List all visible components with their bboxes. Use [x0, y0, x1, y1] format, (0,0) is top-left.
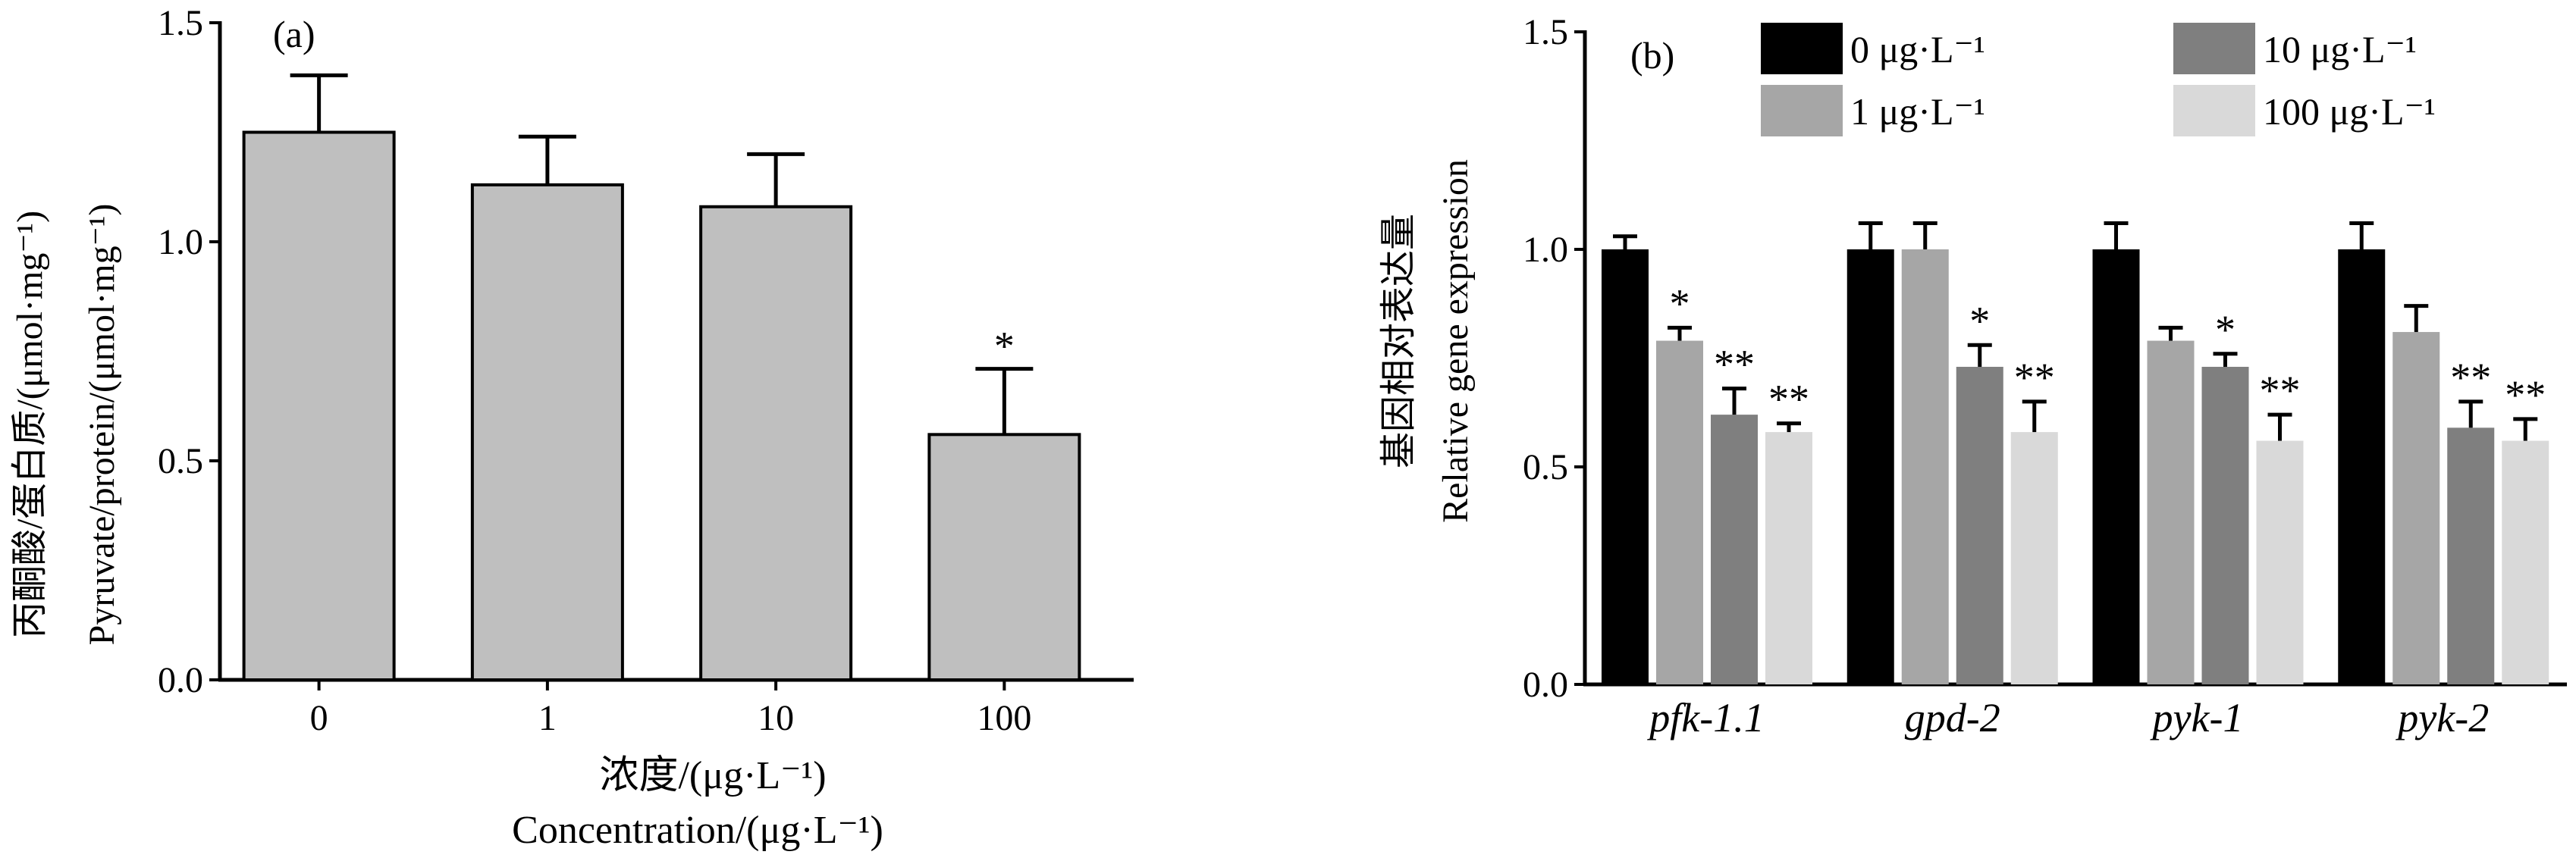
legend-label: 1 μg·L⁻¹	[1850, 90, 1985, 133]
panel-a-bar	[470, 183, 624, 682]
panel-b-y-tick-label: 1.5	[1523, 12, 1568, 52]
panel-b-x-tick-label: pyk-2	[2395, 695, 2489, 740]
panel-a-bar	[699, 205, 853, 681]
panel-a-y-tick-label: 0.0	[158, 660, 203, 700]
panel-b-bar	[2502, 440, 2549, 684]
panel-b-y-tick-label: 1.0	[1523, 230, 1568, 270]
panel-b-y-tick-label: 0.5	[1523, 447, 1568, 487]
panel-b-bar	[1602, 249, 1649, 684]
panel-b-bar	[2010, 432, 2058, 684]
panel-a-plot: 0.0 0.5 1.0 1.5 0 1 10 100 *	[158, 3, 1134, 738]
panel-a-x-tick-label: 1	[538, 698, 557, 738]
panel-b-bar	[2338, 249, 2386, 684]
panel-b-bar	[2147, 340, 2195, 684]
panel-b-ylabel-en: Relative gene expression	[1435, 159, 1476, 523]
panel-a-x-tick-label: 100	[977, 698, 1031, 738]
legend-swatch	[1761, 85, 1843, 136]
panel-a-ylabel-cn: 丙酮酸/蛋白质/(μmol·mg⁻¹)	[10, 211, 50, 638]
panel-b-significance: **	[1768, 377, 1809, 422]
panel-b-significance: **	[2505, 372, 2546, 418]
panel-a-y-tick-label: 1.5	[158, 3, 203, 43]
panel-b-x-tick-label: pyk-1	[2150, 695, 2244, 740]
panel-b-legend: 0 μg·L⁻¹ 10 μg·L⁻¹ 1 μg·L⁻¹ 100 μg·L⁻¹	[1761, 23, 2436, 136]
legend-label: 10 μg·L⁻¹	[2263, 28, 2417, 70]
panel-b-plot: 0.00.51.01.5*****pfk-1.1***gpd-2***pyk-1…	[1523, 12, 2567, 740]
panel-a-bar	[927, 433, 1081, 681]
panel-a-y-tick-label: 0.5	[158, 441, 203, 481]
panel-b-x-tick-label: gpd-2	[1905, 695, 2000, 740]
panel-a-y-tick-label: 1.0	[158, 222, 203, 262]
legend-swatch	[2173, 23, 2255, 74]
panel-b-x-tick-label: pfk-1.1	[1646, 695, 1764, 740]
panel-b-ylabel-cn: 基因相对表达量	[1379, 214, 1419, 468]
panel-b-bar	[1901, 249, 1949, 684]
panel-b-significance: **	[2260, 368, 2301, 413]
panel-b-bar	[1956, 366, 2003, 684]
legend-swatch	[1761, 23, 1843, 74]
panel-a-ylabel-en: Pyruvate/protein/(μmol·mg⁻¹)	[82, 204, 122, 646]
panel-b-significance: *	[2215, 307, 2236, 352]
panel-b-bar	[2092, 249, 2140, 684]
panel-b-significance: *	[1969, 298, 1990, 343]
panel-b-bar	[1846, 249, 1894, 684]
panel-b-significance: **	[2450, 355, 2491, 400]
panel-a-xlabel-cn: 浓度/(μg·L⁻¹)	[599, 754, 826, 797]
legend-label: 0 μg·L⁻¹	[1850, 28, 1985, 70]
panel-a-x-tick-label: 10	[758, 698, 794, 738]
panel-a-label: (a)	[273, 13, 315, 55]
panel-a-xlabel-en: Concentration/(μg·L⁻¹)	[512, 809, 883, 852]
panel-b-bar	[2392, 332, 2440, 684]
panel-b-bar	[1711, 415, 1758, 684]
panel-b-bar	[2201, 366, 2249, 684]
panel-b-bar	[2447, 427, 2495, 684]
panel-b-bar	[1656, 340, 1703, 684]
panel-b-significance: **	[1714, 342, 1755, 387]
legend-label: 100 μg·L⁻¹	[2263, 90, 2436, 133]
panel-a-bar	[242, 130, 396, 681]
panel-a-x-tick-label: 0	[310, 698, 328, 738]
panel-b-bar	[1765, 432, 1812, 684]
panel-b-y-tick-label: 0.0	[1523, 665, 1568, 705]
panel-a-significance: *	[994, 324, 1015, 369]
panel-b-label: (b)	[1630, 34, 1674, 77]
panel-b-significance: *	[1670, 280, 1690, 326]
panel-b-bar	[2256, 440, 2304, 684]
panel-b-significance: **	[2014, 355, 2055, 400]
legend-swatch	[2173, 85, 2255, 136]
